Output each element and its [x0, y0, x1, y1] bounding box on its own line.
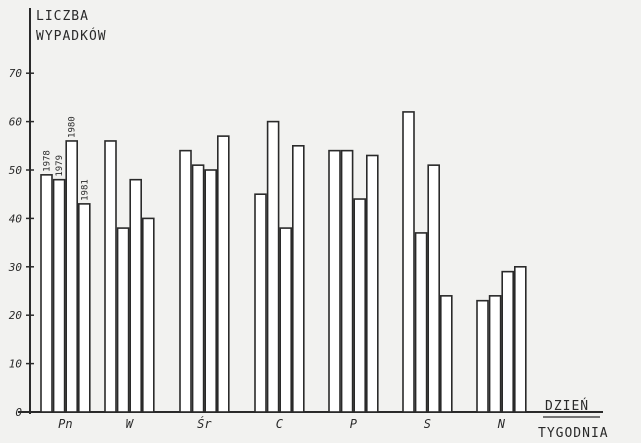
bar-Śr-1978 — [179, 149, 192, 413]
y-axis-title-line-1: LICZBA — [36, 9, 89, 24]
bar-W-1979 — [116, 227, 130, 413]
bar-W-1978 — [104, 140, 117, 413]
bar-P-1980 — [353, 198, 367, 413]
bar-Pn-1981 — [78, 203, 91, 413]
bar-N-1979 — [488, 295, 502, 413]
bar-Pn-1980 — [65, 140, 78, 413]
y-tick-label-0: 0 — [15, 406, 22, 419]
x-axis-title-line-2: TYGODNIA — [538, 426, 609, 441]
series-labels: 1978 1979 1980 1981 — [43, 116, 91, 201]
y-tick-label-50: 50 — [9, 164, 23, 177]
category-label-6: N — [497, 417, 506, 431]
y-tick-label-40: 40 — [9, 212, 23, 225]
bar-C-1979 — [266, 120, 280, 413]
bar-Śr-1981 — [217, 135, 230, 413]
y-tick-label-60: 60 — [9, 116, 23, 129]
category-label-4: P — [350, 417, 358, 431]
bar-S-1980 — [427, 164, 441, 413]
category-label-3: C — [276, 417, 284, 431]
bar-Pn-1979 — [52, 178, 66, 413]
bar-C-1981 — [291, 145, 305, 413]
bar-C-1978 — [254, 193, 267, 413]
bar-N-1978 — [476, 299, 489, 413]
bar-Śr-1980 — [204, 169, 217, 413]
y-tick-label-30: 30 — [8, 261, 23, 274]
y-ticks: 0 10 20 30 40 50 60 70 — [8, 67, 34, 419]
category-label-0: Pn — [58, 417, 72, 431]
y-tick-label-70: 70 — [9, 67, 23, 80]
bar-S-1979 — [414, 232, 428, 413]
bars — [40, 111, 527, 413]
category-label-1: W — [126, 417, 135, 431]
bar-W-1981 — [142, 217, 155, 413]
category-label-5: S — [424, 417, 431, 431]
bar-P-1981 — [365, 154, 379, 413]
bar-W-1980 — [129, 178, 142, 413]
bar-S-1978 — [402, 111, 415, 413]
x-axis-title-line-1: DZIEŃ — [545, 398, 589, 414]
y-tick-label-10: 10 — [9, 358, 23, 371]
series-label-1979: 1979 — [55, 155, 65, 177]
bar-S-1981 — [439, 295, 453, 413]
category-labels: Pn W Śr C P S N — [58, 416, 506, 431]
bar-Śr-1979 — [191, 164, 205, 413]
bar-P-1978 — [328, 149, 341, 413]
y-tick-label-20: 20 — [9, 309, 23, 322]
bar-Pn-1978 — [40, 174, 53, 413]
series-label-1980: 1980 — [68, 116, 78, 138]
category-label-2: Śr — [197, 416, 212, 431]
bar-N-1980 — [501, 270, 515, 413]
y-axis-title-line-2: WYPADKÓW — [36, 28, 107, 44]
bar-C-1980 — [279, 227, 293, 413]
series-label-1978: 1978 — [43, 150, 53, 172]
bar-N-1981 — [513, 265, 527, 413]
series-label-1981: 1981 — [80, 179, 90, 201]
bar-P-1979 — [340, 149, 354, 413]
